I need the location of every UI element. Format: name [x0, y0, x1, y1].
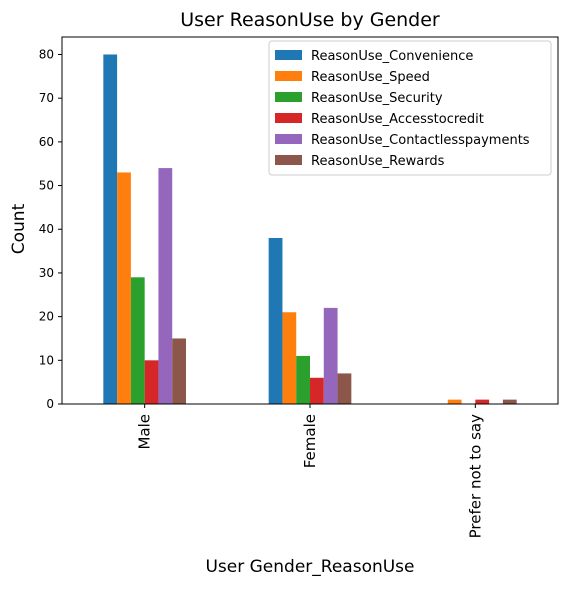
- bar-ReasonUse_Security-Male: [130, 277, 145, 404]
- bar-ReasonUse_Speed-Prefer not to say: [447, 399, 462, 404]
- y-tick-label: 40: [39, 222, 54, 236]
- legend-box: [268, 40, 552, 176]
- bar-ReasonUse_Contactlesspayments-Male: [158, 168, 173, 404]
- legend-swatch: [275, 134, 302, 144]
- bar-ReasonUse_Rewards-Female: [337, 373, 352, 404]
- bar-ReasonUse_Convenience-Male: [103, 54, 118, 404]
- bar-ReasonUse_Security-Female: [296, 355, 310, 404]
- bar-ReasonUse_Speed-Male: [117, 172, 131, 404]
- bar-ReasonUse_Accesstocredit-Prefer not to say: [475, 399, 490, 404]
- legend-entry: ReasonUse_Security: [311, 91, 443, 106]
- bar-ReasonUse_Accesstocredit-Female: [310, 377, 324, 404]
- legend-entry: ReasonUse_Convenience: [311, 49, 473, 64]
- plot-area: 0 10 20 30 40 50 60 70 80 Male Female Prefer not to…: [39, 36, 559, 538]
- y-tick-label: 30: [39, 266, 54, 280]
- legend-entry: ReasonUse_Contactlesspayments: [311, 133, 530, 148]
- y-axis-label: Count: [9, 203, 29, 254]
- x-tick-label: Female: [301, 414, 319, 468]
- x-tick-label: Prefer not to say: [466, 414, 484, 538]
- bar-ReasonUse_Convenience-Female: [268, 237, 283, 404]
- y-tick-label: 80: [39, 47, 54, 61]
- x-axis-label: User Gender_ReasonUse: [205, 557, 414, 577]
- bar-ReasonUse_Contactlesspayments-Female: [323, 307, 338, 404]
- x-tick-label: Male: [136, 414, 154, 450]
- legend-swatch: [275, 92, 302, 102]
- legend-swatch: [275, 113, 302, 123]
- y-tick-label: 60: [39, 135, 54, 149]
- legend-swatch: [275, 50, 302, 60]
- y-tick-label: 20: [39, 310, 54, 324]
- y-tick-label: 50: [39, 179, 54, 193]
- legend-swatch: [275, 155, 302, 165]
- legend-entry: ReasonUse_Accesstocredit: [311, 112, 484, 127]
- bar-ReasonUse_Speed-Female: [282, 312, 297, 404]
- bar-ReasonUse_Accesstocredit-Male: [144, 360, 159, 404]
- y-tick-label: 0: [46, 397, 54, 411]
- legend: ReasonUse_Convenience ReasonUse_Speed Reas…: [268, 40, 552, 176]
- bar-ReasonUse_Rewards-Male: [172, 338, 186, 404]
- legend-swatch: [275, 71, 302, 81]
- legend-entry: ReasonUse_Speed: [311, 70, 430, 85]
- y-tick-label: 70: [39, 91, 54, 105]
- bar-ReasonUse_Rewards-Prefer not to say: [502, 399, 517, 404]
- y-tick-label: 10: [39, 353, 54, 367]
- legend-entry: ReasonUse_Rewards: [311, 154, 445, 169]
- chart-title: User ReasonUse by Gender: [180, 9, 440, 31]
